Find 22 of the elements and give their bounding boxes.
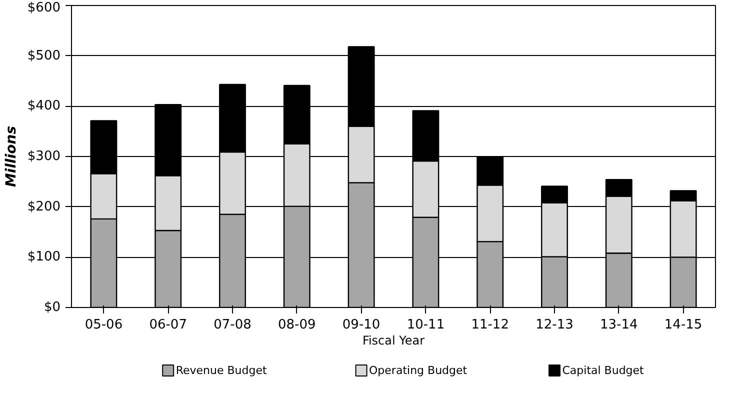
y-tick-label: $500: [27, 48, 61, 64]
y-tick-label: $400: [27, 98, 61, 114]
y-tick-label: $0: [44, 300, 61, 315]
x-tick-label: 12-13: [536, 318, 574, 332]
y-tick-label: $100: [27, 250, 61, 265]
x-tick-label: 13-14: [600, 318, 638, 332]
x-tick-label: 09-10: [342, 318, 380, 332]
x-tick-label: 14-15: [664, 318, 702, 332]
x-axis-title: Fiscal Year: [362, 334, 425, 348]
legend-label: Operating Budget: [369, 364, 468, 377]
x-tick-label: 10-11: [406, 318, 445, 332]
y-axis-title: Millions: [3, 126, 20, 188]
y-tick-label: $200: [27, 199, 61, 214]
x-tick-label: 05-06: [84, 318, 123, 332]
y-tick-label: $300: [27, 149, 61, 164]
y-tick-label: $600: [27, 0, 61, 16]
x-tick-label: 07-08: [214, 318, 252, 332]
legend-label: Capital Budget: [562, 364, 645, 377]
x-tick-label: 11-12: [471, 318, 509, 332]
legend-label: Revenue Budget: [176, 364, 268, 377]
x-tick-label: 06-07: [149, 318, 187, 332]
x-tick-label: 08-09: [278, 318, 316, 332]
